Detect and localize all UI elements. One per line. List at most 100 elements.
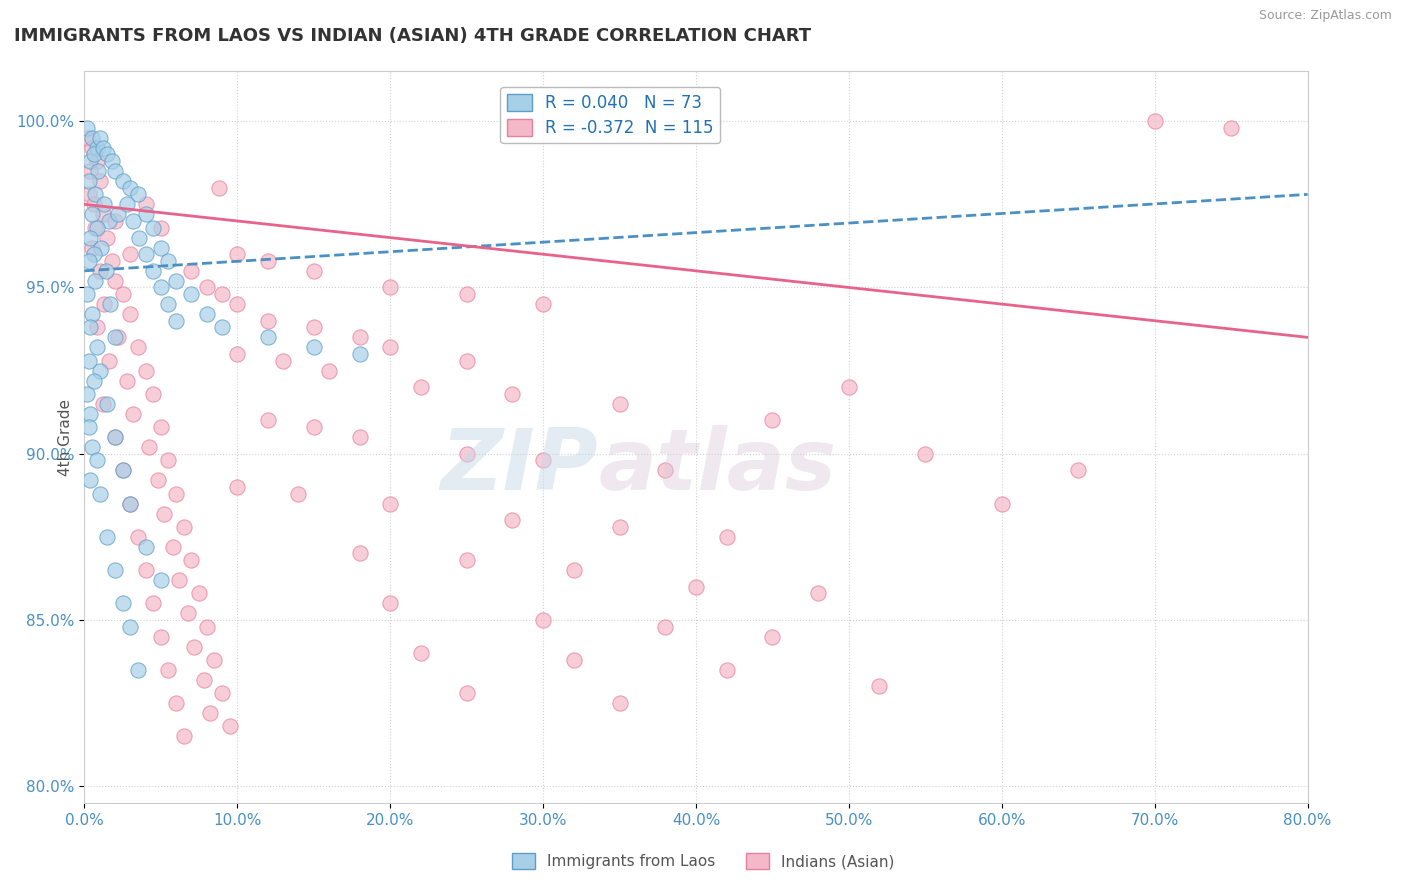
Point [257,253,280,268]
Point [104,274,127,288]
Point [122,407,145,421]
Point [180,553,202,567]
Point [127,340,149,354]
Point [111,463,134,477]
Point [120,180,142,194]
Point [349,330,371,344]
Point [138,440,160,454]
Point [302,340,325,354]
Point [302,320,325,334]
Point [349,546,371,560]
Point [91,141,114,155]
Point [79,230,101,244]
Point [456,553,478,567]
Point [456,686,478,700]
Point [142,264,165,278]
Point [84,274,107,288]
Point [157,453,180,467]
Point [104,430,127,444]
Point [177,607,200,621]
Point [135,207,157,221]
Point [502,387,524,401]
Point [157,253,180,268]
Legend: R = 0.040   N = 73, R = -0.372  N = 115: R = 0.040 N = 73, R = -0.372 N = 115 [501,87,720,144]
Point [98,297,121,311]
Point [226,247,249,261]
Point [135,363,157,377]
Point [226,297,249,311]
Point [257,330,280,344]
Point [218,719,240,733]
Point [80,440,103,454]
Point [83,247,105,261]
Text: atlas: atlas [598,425,837,508]
Point [257,413,280,427]
Point [165,274,187,288]
Point [79,164,101,178]
Point [97,214,120,228]
Point [838,380,860,394]
Point [1220,120,1243,135]
Point [761,630,783,644]
Point [83,197,105,211]
Point [96,397,118,411]
Point [80,141,103,155]
Point [456,287,478,301]
Point [77,187,100,202]
Point [562,653,585,667]
Point [115,374,138,388]
Point [609,520,631,534]
Point [226,480,249,494]
Point [80,241,103,255]
Point [211,287,233,301]
Point [149,220,172,235]
Point [287,486,309,500]
Point [79,320,101,334]
Point [409,380,432,394]
Point [302,420,325,434]
Point [77,353,100,368]
Y-axis label: 4th Grade: 4th Grade [58,399,73,475]
Point [107,207,129,221]
Point [1143,114,1166,128]
Point [80,131,103,145]
Point [226,347,249,361]
Point [165,486,187,500]
Point [96,530,118,544]
Point [96,230,118,244]
Point [86,340,108,354]
Point [302,264,325,278]
Point [716,530,738,544]
Point [104,430,127,444]
Point [94,264,117,278]
Point [271,353,294,368]
Point [195,307,218,321]
Point [135,563,157,577]
Point [609,397,631,411]
Point [914,447,936,461]
Point [654,619,676,633]
Point [76,120,98,135]
Point [318,363,340,377]
Point [502,513,524,527]
Point [195,619,218,633]
Point [135,540,157,554]
Point [90,241,112,255]
Point [142,220,165,235]
Point [380,280,402,294]
Point [86,141,108,155]
Point [409,646,432,660]
Point [120,497,142,511]
Point [991,497,1014,511]
Point [89,174,111,188]
Point [101,154,124,169]
Point [142,387,165,401]
Point [84,187,107,202]
Point [93,197,115,211]
Point [195,280,218,294]
Point [79,407,101,421]
Point [86,220,108,235]
Point [93,297,115,311]
Point [101,253,124,268]
Point [146,473,169,487]
